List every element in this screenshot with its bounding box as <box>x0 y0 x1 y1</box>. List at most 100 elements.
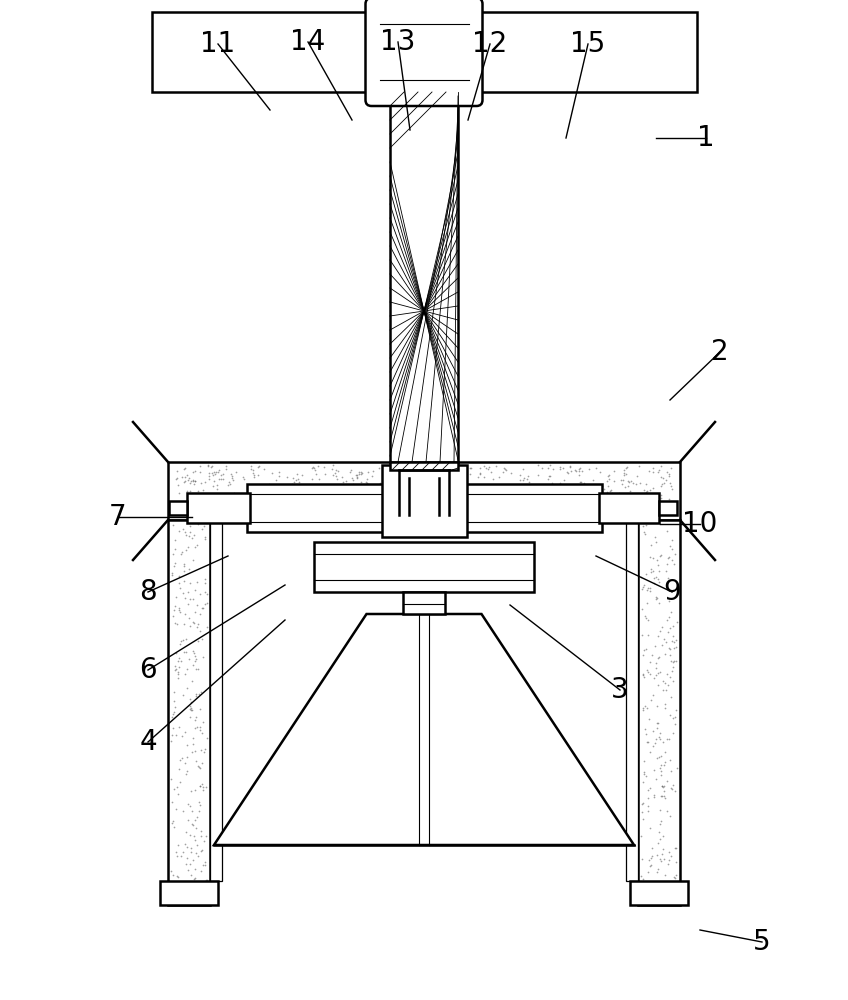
Point <box>171 501 185 517</box>
Point <box>174 653 187 669</box>
Point <box>200 872 214 888</box>
Point <box>504 507 517 523</box>
Point <box>668 783 682 799</box>
Point <box>644 564 657 580</box>
Point <box>193 719 207 735</box>
Point <box>619 466 633 482</box>
Point <box>662 491 676 507</box>
Point <box>664 478 678 494</box>
Point <box>456 458 470 474</box>
Point <box>667 628 680 644</box>
Point <box>537 484 550 500</box>
FancyBboxPatch shape <box>365 0 483 106</box>
Point <box>640 483 654 499</box>
Point <box>181 749 194 765</box>
Point <box>650 494 664 510</box>
Point <box>165 863 178 879</box>
Point <box>222 474 236 490</box>
Point <box>173 719 187 735</box>
Point <box>169 645 182 661</box>
Point <box>652 649 666 665</box>
Point <box>346 472 360 488</box>
Point <box>668 709 682 725</box>
Point <box>307 508 321 524</box>
Point <box>174 546 187 562</box>
Point <box>188 712 202 728</box>
Point <box>221 486 235 502</box>
Point <box>232 499 246 515</box>
Point <box>589 460 603 476</box>
Point <box>665 633 678 649</box>
Point <box>612 485 626 501</box>
Point <box>181 584 194 600</box>
Point <box>354 474 367 490</box>
Text: 11: 11 <box>200 30 236 58</box>
Point <box>516 491 529 507</box>
Point <box>669 854 683 870</box>
Point <box>307 505 321 521</box>
Point <box>602 468 616 484</box>
Point <box>210 481 224 497</box>
Point <box>266 502 280 518</box>
Point <box>646 480 660 496</box>
Point <box>303 495 316 511</box>
Point <box>341 494 354 510</box>
Point <box>293 483 306 499</box>
Point <box>259 477 272 493</box>
Point <box>655 881 668 897</box>
Bar <box>659 501 677 515</box>
Point <box>635 796 649 812</box>
Point <box>165 709 178 725</box>
Point <box>172 497 186 513</box>
Point <box>664 604 678 620</box>
Point <box>652 462 666 478</box>
Point <box>633 458 646 474</box>
Text: 14: 14 <box>290 28 326 56</box>
Point <box>654 853 667 869</box>
Point <box>633 475 647 491</box>
Point <box>644 858 657 874</box>
Point <box>285 476 298 492</box>
Point <box>663 707 677 723</box>
Bar <box>626 520 638 881</box>
Point <box>216 466 230 482</box>
Point <box>573 474 587 490</box>
Point <box>192 616 205 632</box>
Point <box>188 500 202 516</box>
Point <box>295 483 309 499</box>
Point <box>561 465 574 481</box>
Point <box>167 546 181 562</box>
Point <box>631 508 644 524</box>
Point <box>171 837 185 853</box>
Point <box>580 486 594 502</box>
Point <box>600 473 614 489</box>
Point <box>457 471 471 487</box>
Point <box>269 472 282 488</box>
Point <box>165 567 179 583</box>
Point <box>195 631 209 647</box>
Point <box>498 500 511 516</box>
Point <box>654 458 667 474</box>
Point <box>650 864 663 880</box>
Point <box>224 495 237 511</box>
Point <box>198 491 211 507</box>
Point <box>650 835 664 851</box>
Point <box>483 496 497 512</box>
Point <box>188 812 202 828</box>
Point <box>597 481 611 497</box>
Point <box>482 481 495 497</box>
Point <box>533 506 546 522</box>
Point <box>187 828 201 844</box>
Point <box>185 803 198 819</box>
Point <box>623 506 637 522</box>
Point <box>472 505 486 521</box>
Point <box>576 488 589 504</box>
Point <box>648 735 661 751</box>
Point <box>473 466 487 482</box>
Point <box>168 693 181 709</box>
Point <box>479 481 493 497</box>
Point <box>181 472 195 488</box>
Point <box>645 647 659 663</box>
Point <box>596 491 610 507</box>
Point <box>490 508 504 524</box>
